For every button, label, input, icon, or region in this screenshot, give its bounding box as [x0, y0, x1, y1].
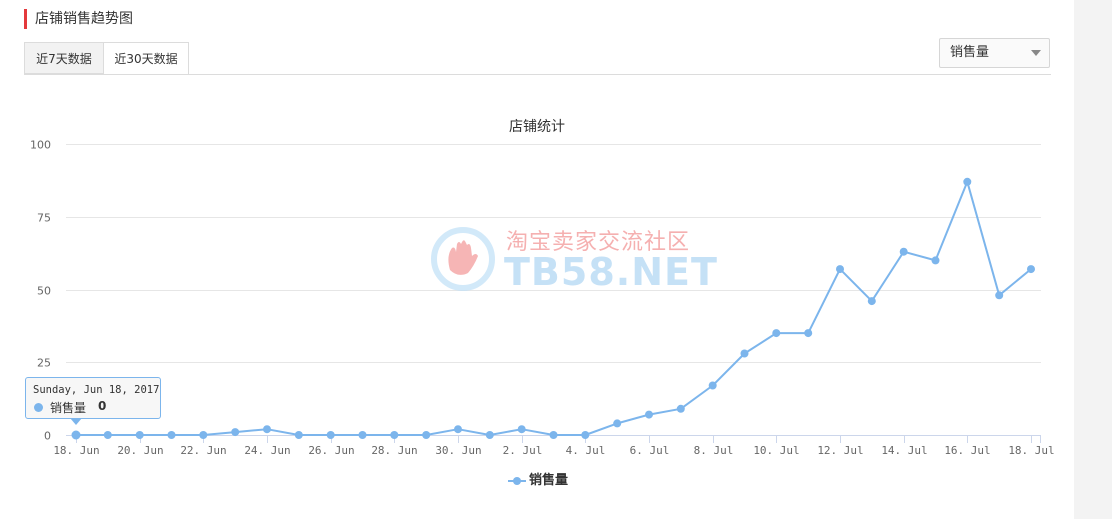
x-tick-label: 4. Jul	[566, 444, 606, 457]
watermark-domain: TB58.NET	[504, 250, 718, 294]
data-point[interactable]	[517, 425, 526, 434]
data-point[interactable]	[103, 431, 112, 439]
data-point[interactable]	[804, 329, 813, 338]
tooltip-pointer	[70, 418, 82, 425]
x-tick-label: 12. Jul	[817, 444, 863, 457]
data-point[interactable]	[836, 265, 844, 274]
x-tick-label: 14. Jul	[881, 444, 927, 457]
data-point[interactable]	[645, 410, 653, 419]
watermark-text: 淘宝卖家交流社区	[506, 230, 691, 255]
chart-title: 店铺统计	[509, 119, 565, 135]
data-point[interactable]	[867, 297, 876, 306]
x-tick-label: 18. Jul	[1008, 444, 1054, 457]
data-point[interactable]	[485, 431, 494, 439]
data-point[interactable]	[422, 431, 431, 439]
x-tick-label: 6. Jul	[630, 444, 670, 457]
sales-line-chart: 店铺统计 0 25 50 75 100 18. Jun 20. Jun 22. Jun 24. …	[30, 119, 1055, 457]
data-point[interactable]	[71, 430, 81, 440]
tooltip-series-dot-icon	[34, 403, 43, 412]
chart-tooltip: Sunday, Jun 18, 2017 销售量 0	[25, 377, 161, 419]
tab-divider	[24, 74, 1051, 75]
data-point[interactable]	[676, 404, 685, 413]
metric-select[interactable]: 销售量	[939, 38, 1050, 68]
x-tick-label: 10. Jul	[753, 444, 799, 457]
x-tick-label: 22. Jun	[180, 444, 226, 457]
data-point[interactable]	[326, 431, 335, 439]
metric-select-value: 销售量	[950, 45, 990, 60]
data-point[interactable]	[294, 431, 303, 439]
y-tick-label: 75	[37, 212, 51, 225]
data-point[interactable]	[167, 431, 176, 439]
tab-30-days[interactable]: 近30天数据	[103, 42, 189, 75]
x-tick-label: 28. Jun	[371, 444, 417, 457]
data-point[interactable]	[199, 431, 208, 439]
data-point[interactable]	[740, 349, 749, 358]
x-tick-label: 26. Jun	[308, 444, 354, 457]
x-tick-label: 24. Jun	[244, 444, 290, 457]
y-tick-label: 0	[44, 430, 51, 443]
data-point[interactable]	[995, 291, 1004, 300]
data-point[interactable]	[963, 177, 972, 186]
y-tick-label: 50	[37, 285, 51, 298]
data-point[interactable]	[358, 431, 367, 439]
data-point[interactable]	[581, 431, 590, 439]
chevron-down-icon	[1031, 50, 1041, 56]
series-line	[76, 180, 1032, 436]
data-point[interactable]	[263, 425, 271, 434]
y-tick-label: 25	[37, 357, 51, 370]
y-tick-label: 100	[30, 139, 51, 152]
data-point[interactable]	[1027, 265, 1035, 274]
sales-trend-panel: 店铺销售趋势图 近7天数据 近30天数据 销售量 店铺统计 0 25 50 75 100…	[0, 0, 1074, 519]
tooltip-series-name: 销售量	[50, 401, 87, 415]
x-tick-label: 20. Jun	[117, 444, 163, 457]
data-point[interactable]	[135, 431, 144, 439]
data-point[interactable]	[231, 428, 240, 437]
tooltip-date: Sunday, Jun 18, 2017	[33, 384, 160, 396]
data-point[interactable]	[931, 256, 940, 265]
x-tick-label: 18. Jun	[53, 444, 99, 457]
data-point[interactable]	[549, 431, 558, 439]
data-point[interactable]	[772, 329, 781, 338]
watermark-logo-icon	[431, 227, 495, 291]
tooltip-value: 0	[98, 399, 107, 413]
x-tick-label: 16. Jul	[944, 444, 990, 457]
x-tick-label: 30. Jun	[435, 444, 481, 457]
data-point[interactable]	[899, 247, 908, 256]
legend-line-marker-icon	[508, 477, 526, 485]
data-point[interactable]	[390, 431, 399, 439]
data-point[interactable]	[708, 381, 717, 390]
page-title: 店铺销售趋势图	[24, 9, 133, 29]
data-point[interactable]	[454, 425, 462, 434]
legend-label: 销售量	[529, 473, 569, 488]
x-tick-label: 8. Jul	[694, 444, 734, 457]
x-tick-label: 2. Jul	[503, 444, 543, 457]
data-point[interactable]	[613, 419, 622, 428]
